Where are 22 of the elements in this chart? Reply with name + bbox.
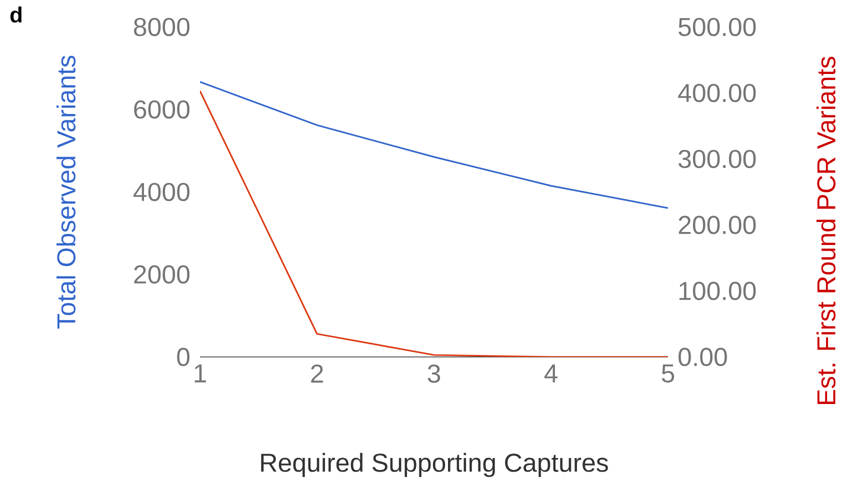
x-tick-label: 2 (311, 364, 323, 383)
line-series (200, 90, 668, 357)
y-tick-label: 8000 (134, 18, 190, 36)
x-tick-label: 5 (662, 364, 674, 383)
x-tick-label: 1 (194, 364, 206, 382)
x-axis-title: Required Supporting Captures (261, 452, 608, 478)
y2-tick-label: 300.00 (678, 150, 756, 168)
y-tick-label: 0 (177, 348, 190, 366)
y2-tick-label: 200.00 (678, 216, 756, 234)
y2-tick-label: 400.00 (678, 84, 756, 102)
y-axis-title: Total Observed Variants (56, 56, 76, 329)
text: d (10, 6, 22, 23)
y2-tick-label: 0.00 (678, 348, 727, 366)
x-tick-label: 3 (428, 364, 440, 383)
y-tick-label: 6000 (134, 100, 190, 119)
y2-tick-label: 100.00 (679, 282, 756, 300)
y2-tick-label: 500.00 (678, 18, 756, 36)
y-tick-label: 4000 (133, 182, 190, 202)
x-tick-label: 4 (544, 364, 558, 382)
y-tick-label: 2000 (134, 265, 190, 284)
line-series (200, 81, 668, 209)
y2-axis-title: Est. First Round PCR Variants (816, 56, 836, 404)
